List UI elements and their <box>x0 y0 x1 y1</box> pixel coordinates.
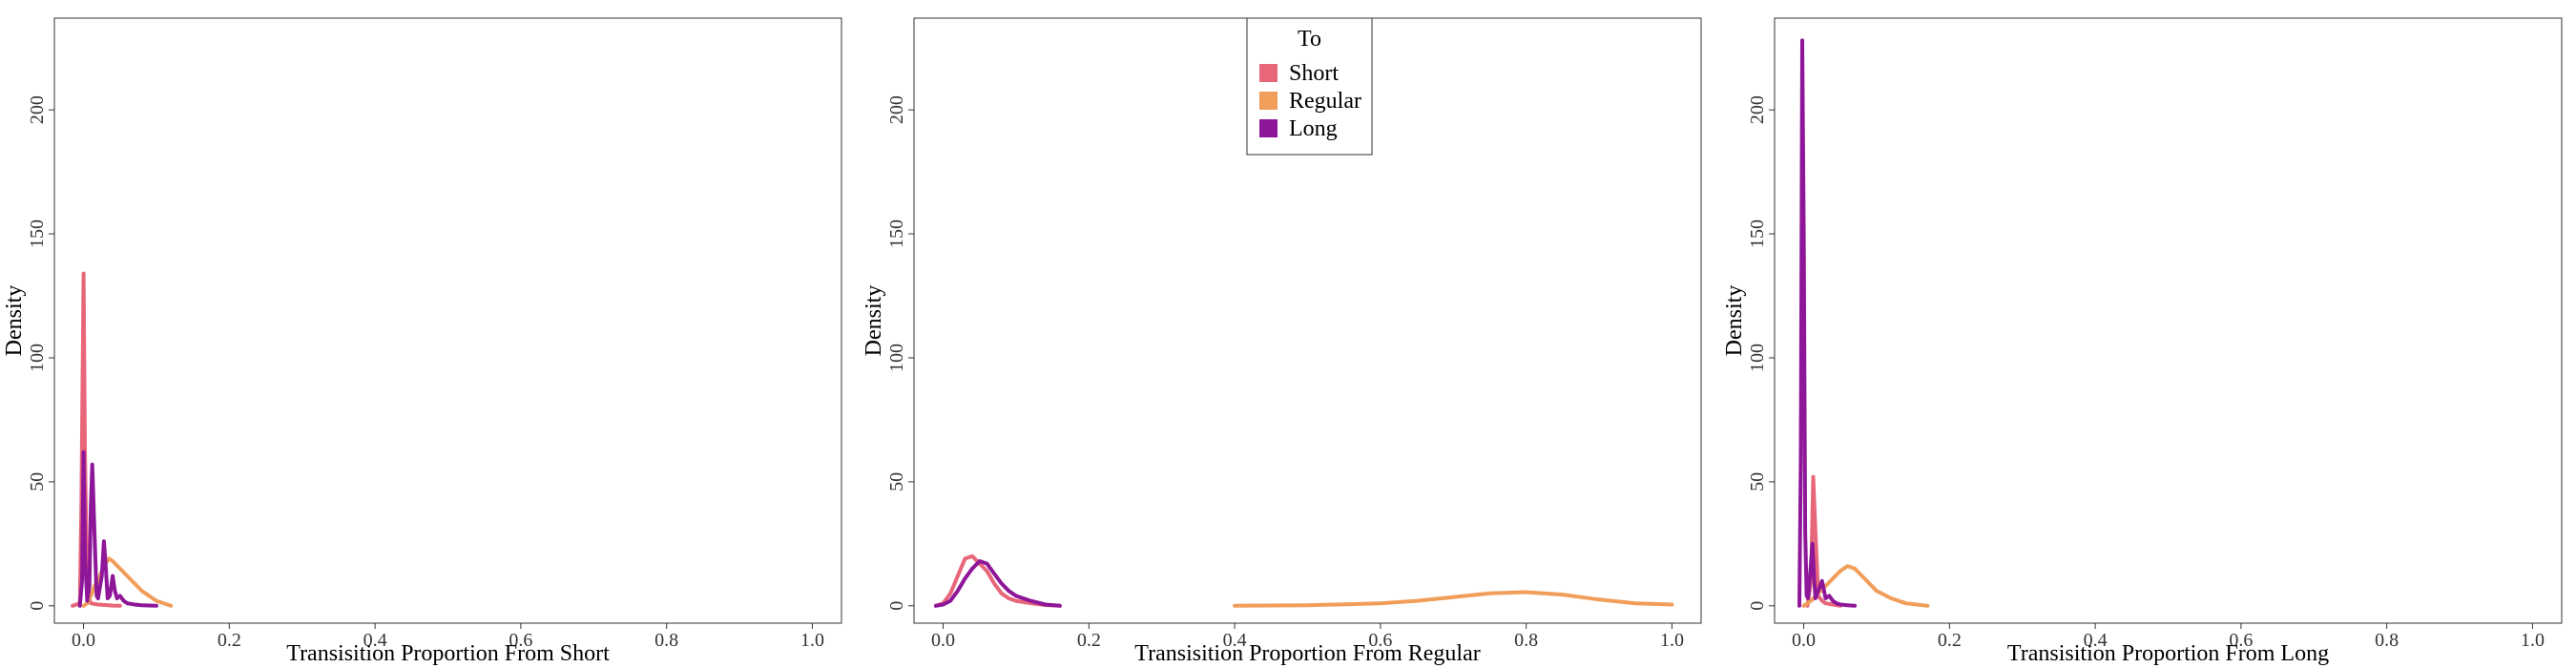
x-tick-label: 0.4 <box>2084 630 2108 651</box>
series-long-line <box>77 449 158 608</box>
y-tick-label: 50 <box>1747 472 1768 491</box>
legend-swatch-long <box>1259 119 1278 137</box>
legend-swatch-short <box>1259 64 1278 82</box>
x-tick-label: 0.4 <box>364 630 387 651</box>
y-tick-label: 0 <box>27 601 48 611</box>
panel-border <box>53 17 842 624</box>
x-axis-title: Transisition Proportion From Regular <box>1134 641 1480 666</box>
panel-border <box>1774 17 2563 624</box>
y-axis-title: Density <box>2 285 27 357</box>
y-tick-label: 200 <box>27 95 48 124</box>
y-tick-label: 150 <box>27 219 48 248</box>
series-short-line <box>933 553 1062 608</box>
x-tick-label: 1.0 <box>2521 630 2545 651</box>
legend-label-long: Long <box>1289 116 1338 141</box>
y-tick-label: 100 <box>886 344 907 372</box>
x-tick-label: 0.8 <box>654 630 678 651</box>
y-tick-label: 150 <box>1747 219 1768 248</box>
x-tick-label: 0.8 <box>1514 630 1538 651</box>
y-tick-label: 50 <box>886 472 907 491</box>
y-tick-label: 100 <box>1747 344 1768 372</box>
y-tick-label: 150 <box>886 219 907 248</box>
x-tick-label: 0.4 <box>1223 630 1247 651</box>
x-tick-label: 1.0 <box>800 630 824 651</box>
legend-label-regular: Regular <box>1289 89 1361 114</box>
series-regular-line <box>81 556 174 608</box>
x-axis-title: Transisition Proportion From Short <box>286 641 610 666</box>
x-tick-label: 0.2 <box>1938 630 1962 651</box>
x-tick-label: 0.2 <box>218 630 241 651</box>
y-tick-label: 0 <box>1747 601 1768 611</box>
x-tick-label: 0.0 <box>72 630 95 651</box>
x-tick-label: 0.8 <box>2375 630 2399 651</box>
y-tick-label: 200 <box>1747 95 1768 124</box>
x-axis-title: Transisition Proportion From Long <box>2007 641 2329 666</box>
chart-panel-2: 0.0 0.2 0.4 0.6 0.8 1.0 0 50 100 150 200 Transisiti… <box>862 17 1702 666</box>
legend-swatch-regular <box>1259 92 1278 110</box>
x-tick-label: 0.2 <box>1077 630 1101 651</box>
y-tick-label: 200 <box>886 95 907 124</box>
x-tick-label: 1.0 <box>1660 630 1684 651</box>
legend-title: To <box>1298 27 1321 52</box>
series-regular-line <box>1233 590 1674 608</box>
series-long-line <box>1797 38 1857 608</box>
y-axis-title: Density <box>1722 285 1747 357</box>
chart-panel-1: 0.0 0.2 0.4 0.6 0.8 1.0 0 50 100 150 200 Transisiti… <box>2 17 842 666</box>
series-long-line <box>933 559 1062 608</box>
y-tick-label: 100 <box>27 344 48 372</box>
x-tick-label: 0.0 <box>1792 630 1816 651</box>
chart-panel-3: 0.0 0.2 0.4 0.6 0.8 1.0 0 50 100 150 200 Transisiti… <box>1722 17 2563 666</box>
x-tick-label: 0.6 <box>1368 630 1392 651</box>
x-tick-label: 0.6 <box>509 630 532 651</box>
x-tick-label: 0.0 <box>931 630 955 651</box>
y-axis-title: Density <box>862 285 886 357</box>
y-tick-label: 0 <box>886 601 907 611</box>
x-tick-label: 0.6 <box>2229 630 2253 651</box>
legend-label-short: Short <box>1289 61 1339 86</box>
y-tick-label: 50 <box>27 472 48 491</box>
